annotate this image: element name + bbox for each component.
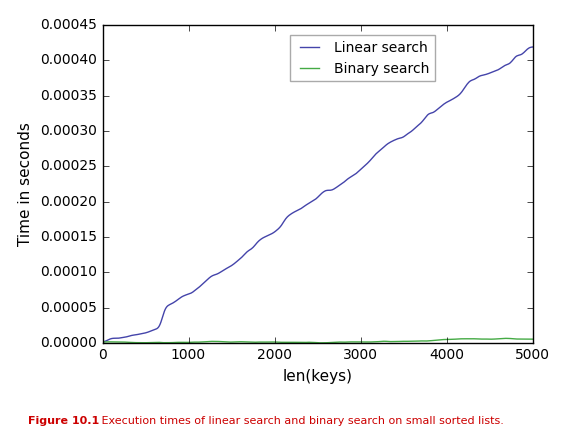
Binary search: [529, 336, 536, 342]
Linear search: [452, 95, 458, 100]
Binary search: [306, 340, 313, 345]
Linear search: [306, 200, 313, 205]
Binary search: [356, 339, 363, 345]
Linear search: [356, 169, 362, 174]
Binary search: [503, 336, 509, 341]
Line: Linear search: Linear search: [103, 47, 533, 342]
Legend: Linear search, Binary search: Linear search, Binary search: [290, 35, 436, 81]
Linear search: [100, 339, 107, 344]
Text: Figure 10.1: Figure 10.1: [28, 416, 99, 426]
Linear search: [304, 202, 311, 207]
Binary search: [453, 336, 460, 342]
Binary search: [304, 340, 311, 345]
Binary search: [315, 340, 321, 345]
X-axis label: len(keys): len(keys): [282, 369, 353, 384]
Text: Execution times of linear search and binary search on small sorted lists.: Execution times of linear search and bin…: [91, 416, 504, 426]
Line: Binary search: Binary search: [103, 339, 533, 343]
Y-axis label: Time in seconds: Time in seconds: [18, 122, 33, 246]
Binary search: [333, 339, 340, 345]
Binary search: [100, 339, 107, 345]
Linear search: [519, 51, 525, 56]
Linear search: [332, 185, 339, 190]
Linear search: [529, 45, 536, 50]
Binary search: [520, 336, 527, 342]
